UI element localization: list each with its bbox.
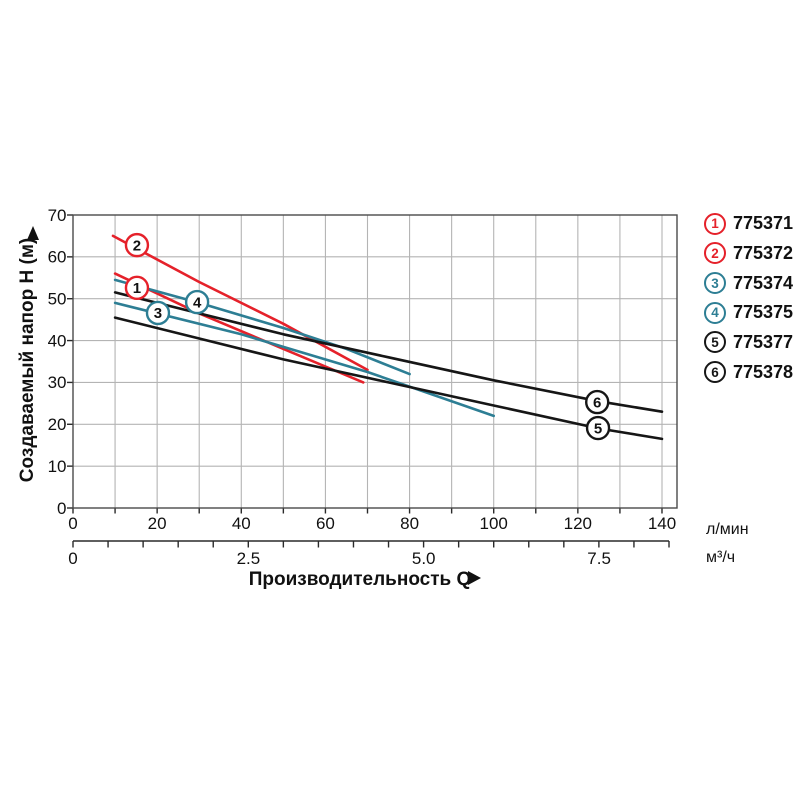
legend-marker-4: 4 xyxy=(704,301,726,324)
curve-775372 xyxy=(111,234,369,372)
curve-marker-circle-2 xyxy=(124,232,150,258)
x-tick-label-m3h: 2.5 xyxy=(237,549,261,568)
legend-item: 2 775372 xyxy=(704,239,800,269)
x-tick-label-m3h: 5.0 xyxy=(412,549,436,568)
y-tick-label: 30 xyxy=(48,373,67,392)
legend-marker-5: 5 xyxy=(704,331,726,354)
x-tick-label-m3h: 0 xyxy=(68,549,77,568)
x-axis-arrow-icon xyxy=(468,571,481,585)
legend-item: 4 775375 xyxy=(704,298,800,328)
plot-border xyxy=(72,214,678,509)
x-tick-label-lmin: 100 xyxy=(480,514,508,533)
legend-marker-2: 2 xyxy=(704,242,726,265)
legend-item: 5 775377 xyxy=(704,328,800,358)
x-tick-label-lmin: 80 xyxy=(400,514,419,533)
curve-775375 xyxy=(113,278,411,376)
y-tick-label: 40 xyxy=(48,331,67,350)
x-tick-label-m3h: 7.5 xyxy=(587,549,611,568)
x-axis-title: Производительность Q xyxy=(249,569,472,590)
curve-775374 xyxy=(113,301,496,418)
legend: 1 775371 2 775372 3 775374 4 775375 5 77… xyxy=(704,209,800,387)
curve-marker-number-6: 6 xyxy=(593,394,601,411)
x-unit-secondary-label: м³/ч xyxy=(706,549,735,566)
curve-marker-circle-3 xyxy=(145,300,171,326)
y-tick-label: 70 xyxy=(48,206,67,225)
legend-model-label: 775371 xyxy=(733,213,794,234)
secondary-axis-layer xyxy=(72,540,670,548)
curve-marker-circle-4 xyxy=(184,289,210,315)
y-tick-label: 10 xyxy=(48,457,67,476)
curve-775371 xyxy=(113,272,365,384)
curve-marker-number-5: 5 xyxy=(594,420,602,437)
legend-marker-3: 3 xyxy=(704,272,726,295)
curve-markers-layer: 1 2 3 4 5 6 xyxy=(124,232,611,441)
curve-marker-number-1: 1 xyxy=(133,280,141,297)
x-tick-label-lmin: 120 xyxy=(564,514,592,533)
x-tick-label-lmin: 40 xyxy=(232,514,251,533)
y-axis-title: Создаваемый напор H (м) xyxy=(17,238,38,482)
x-tick-label-lmin: 20 xyxy=(148,514,167,533)
curve-marker-number-4: 4 xyxy=(193,294,202,311)
curve-marker-number-2: 2 xyxy=(133,237,141,254)
x-unit-primary-label: л/мин xyxy=(706,521,749,538)
legend-model-label: 775375 xyxy=(733,302,794,323)
legend-marker-1: 1 xyxy=(704,212,726,235)
y-tick-label: 20 xyxy=(48,415,67,434)
y-tick-label: 60 xyxy=(48,248,67,267)
curves-layer xyxy=(111,234,664,441)
legend-model-label: 775374 xyxy=(733,272,794,293)
x-tick-label-lmin: 60 xyxy=(316,514,335,533)
curve-marker-circle-5 xyxy=(585,415,611,441)
curve-marker-circle-1 xyxy=(124,275,150,301)
legend-model-label: 775377 xyxy=(733,331,794,352)
legend-item: 6 775378 xyxy=(704,357,800,387)
y-tick-label: 0 xyxy=(57,499,66,518)
y-axis-arrow-icon xyxy=(27,226,39,240)
x-tick-label-lmin: 140 xyxy=(648,514,676,533)
legend-model-label: 775378 xyxy=(733,361,794,382)
legend-item: 1 775371 xyxy=(704,209,800,239)
legend-marker-6: 6 xyxy=(704,361,726,384)
x-tick-label-lmin: 0 xyxy=(68,514,77,533)
curve-marker-circle-6 xyxy=(585,389,610,415)
curve-marker-number-3: 3 xyxy=(154,305,162,322)
legend-item: 3 775374 xyxy=(704,268,800,298)
grid-layer xyxy=(67,214,677,514)
y-tick-label: 50 xyxy=(48,290,67,309)
legend-model-label: 775372 xyxy=(733,242,794,263)
